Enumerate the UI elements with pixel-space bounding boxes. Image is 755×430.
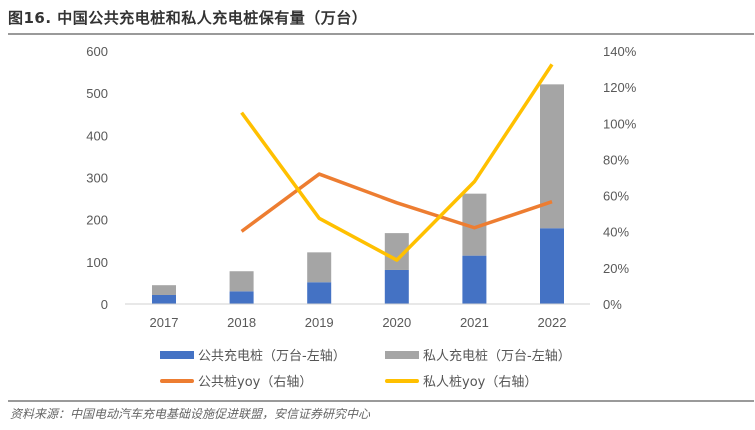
x-tick-label: 2022 — [538, 315, 567, 330]
line-private-yoy — [240, 63, 554, 262]
bar-private — [307, 252, 332, 283]
right-tick-label: 80% — [603, 152, 629, 167]
x-tick-label: 2020 — [382, 315, 411, 330]
legend-item-private: 私人充电桩（万台-左轴） — [385, 345, 571, 364]
right-tick-label: 40% — [603, 225, 629, 240]
left-tick-label: 100 — [86, 255, 108, 270]
bar-public — [307, 282, 332, 304]
bar-public — [152, 294, 176, 304]
bar-private — [540, 84, 564, 229]
chart: 0 100 200 300 400 500 600 0% 20% 40% 60% 80% 100% 12… — [86, 44, 637, 330]
legend-label: 公共充电桩（万台-左轴） — [198, 349, 346, 364]
right-tick-label: 20% — [603, 261, 629, 276]
legend-item-private-yoy: 私人桩yoy（右轴） — [385, 371, 537, 390]
right-tick-label: 120% — [603, 80, 637, 95]
legend-item-public-yoy: 公共桩yoy（右轴） — [160, 371, 312, 390]
source-divider — [8, 400, 754, 402]
bar-public — [540, 228, 564, 304]
left-tick-label: 500 — [86, 86, 108, 101]
legend-item-public: 公共充电桩（万台-左轴） — [160, 345, 346, 364]
left-tick-label: 600 — [86, 44, 108, 59]
line-public-yoy — [240, 172, 553, 233]
legend-label: 公共桩yoy（右轴） — [198, 375, 313, 390]
legend-swatch-public — [160, 350, 194, 359]
bar-private — [152, 285, 176, 295]
left-tick-label: 400 — [86, 128, 108, 143]
legend-label: 私人充电桩（万台-左轴） — [423, 349, 571, 364]
left-tick-label: 300 — [86, 171, 108, 186]
right-tick-label: 0% — [603, 297, 622, 312]
right-tick-label: 100% — [603, 116, 637, 131]
right-tick-label: 60% — [603, 189, 629, 204]
chart-title: 图16. 中国公共充电桩和私人充电桩保有量（万台） — [8, 9, 368, 27]
bar-public — [229, 291, 254, 304]
bar-public — [462, 255, 487, 304]
bar-public — [384, 269, 409, 304]
bar-private — [229, 271, 254, 292]
x-tick-label: 2021 — [460, 315, 489, 330]
legend-swatch-private — [385, 350, 419, 359]
source-note: 资料来源：中国电动汽车充电基础设施促进联盟，安信证券研究中心 — [10, 407, 371, 421]
left-tick-label: 0 — [101, 297, 108, 312]
legend-swatch-public-yoy — [160, 378, 194, 383]
x-tick-label: 2017 — [150, 315, 179, 330]
title-divider — [8, 33, 754, 35]
legend-swatch-private-yoy — [385, 378, 419, 383]
x-tick-label: 2019 — [305, 315, 334, 330]
x-tick-label: 2018 — [227, 315, 256, 330]
left-tick-label: 200 — [86, 213, 108, 228]
right-tick-label: 140% — [603, 44, 637, 59]
legend-label: 私人桩yoy（右轴） — [423, 375, 538, 390]
